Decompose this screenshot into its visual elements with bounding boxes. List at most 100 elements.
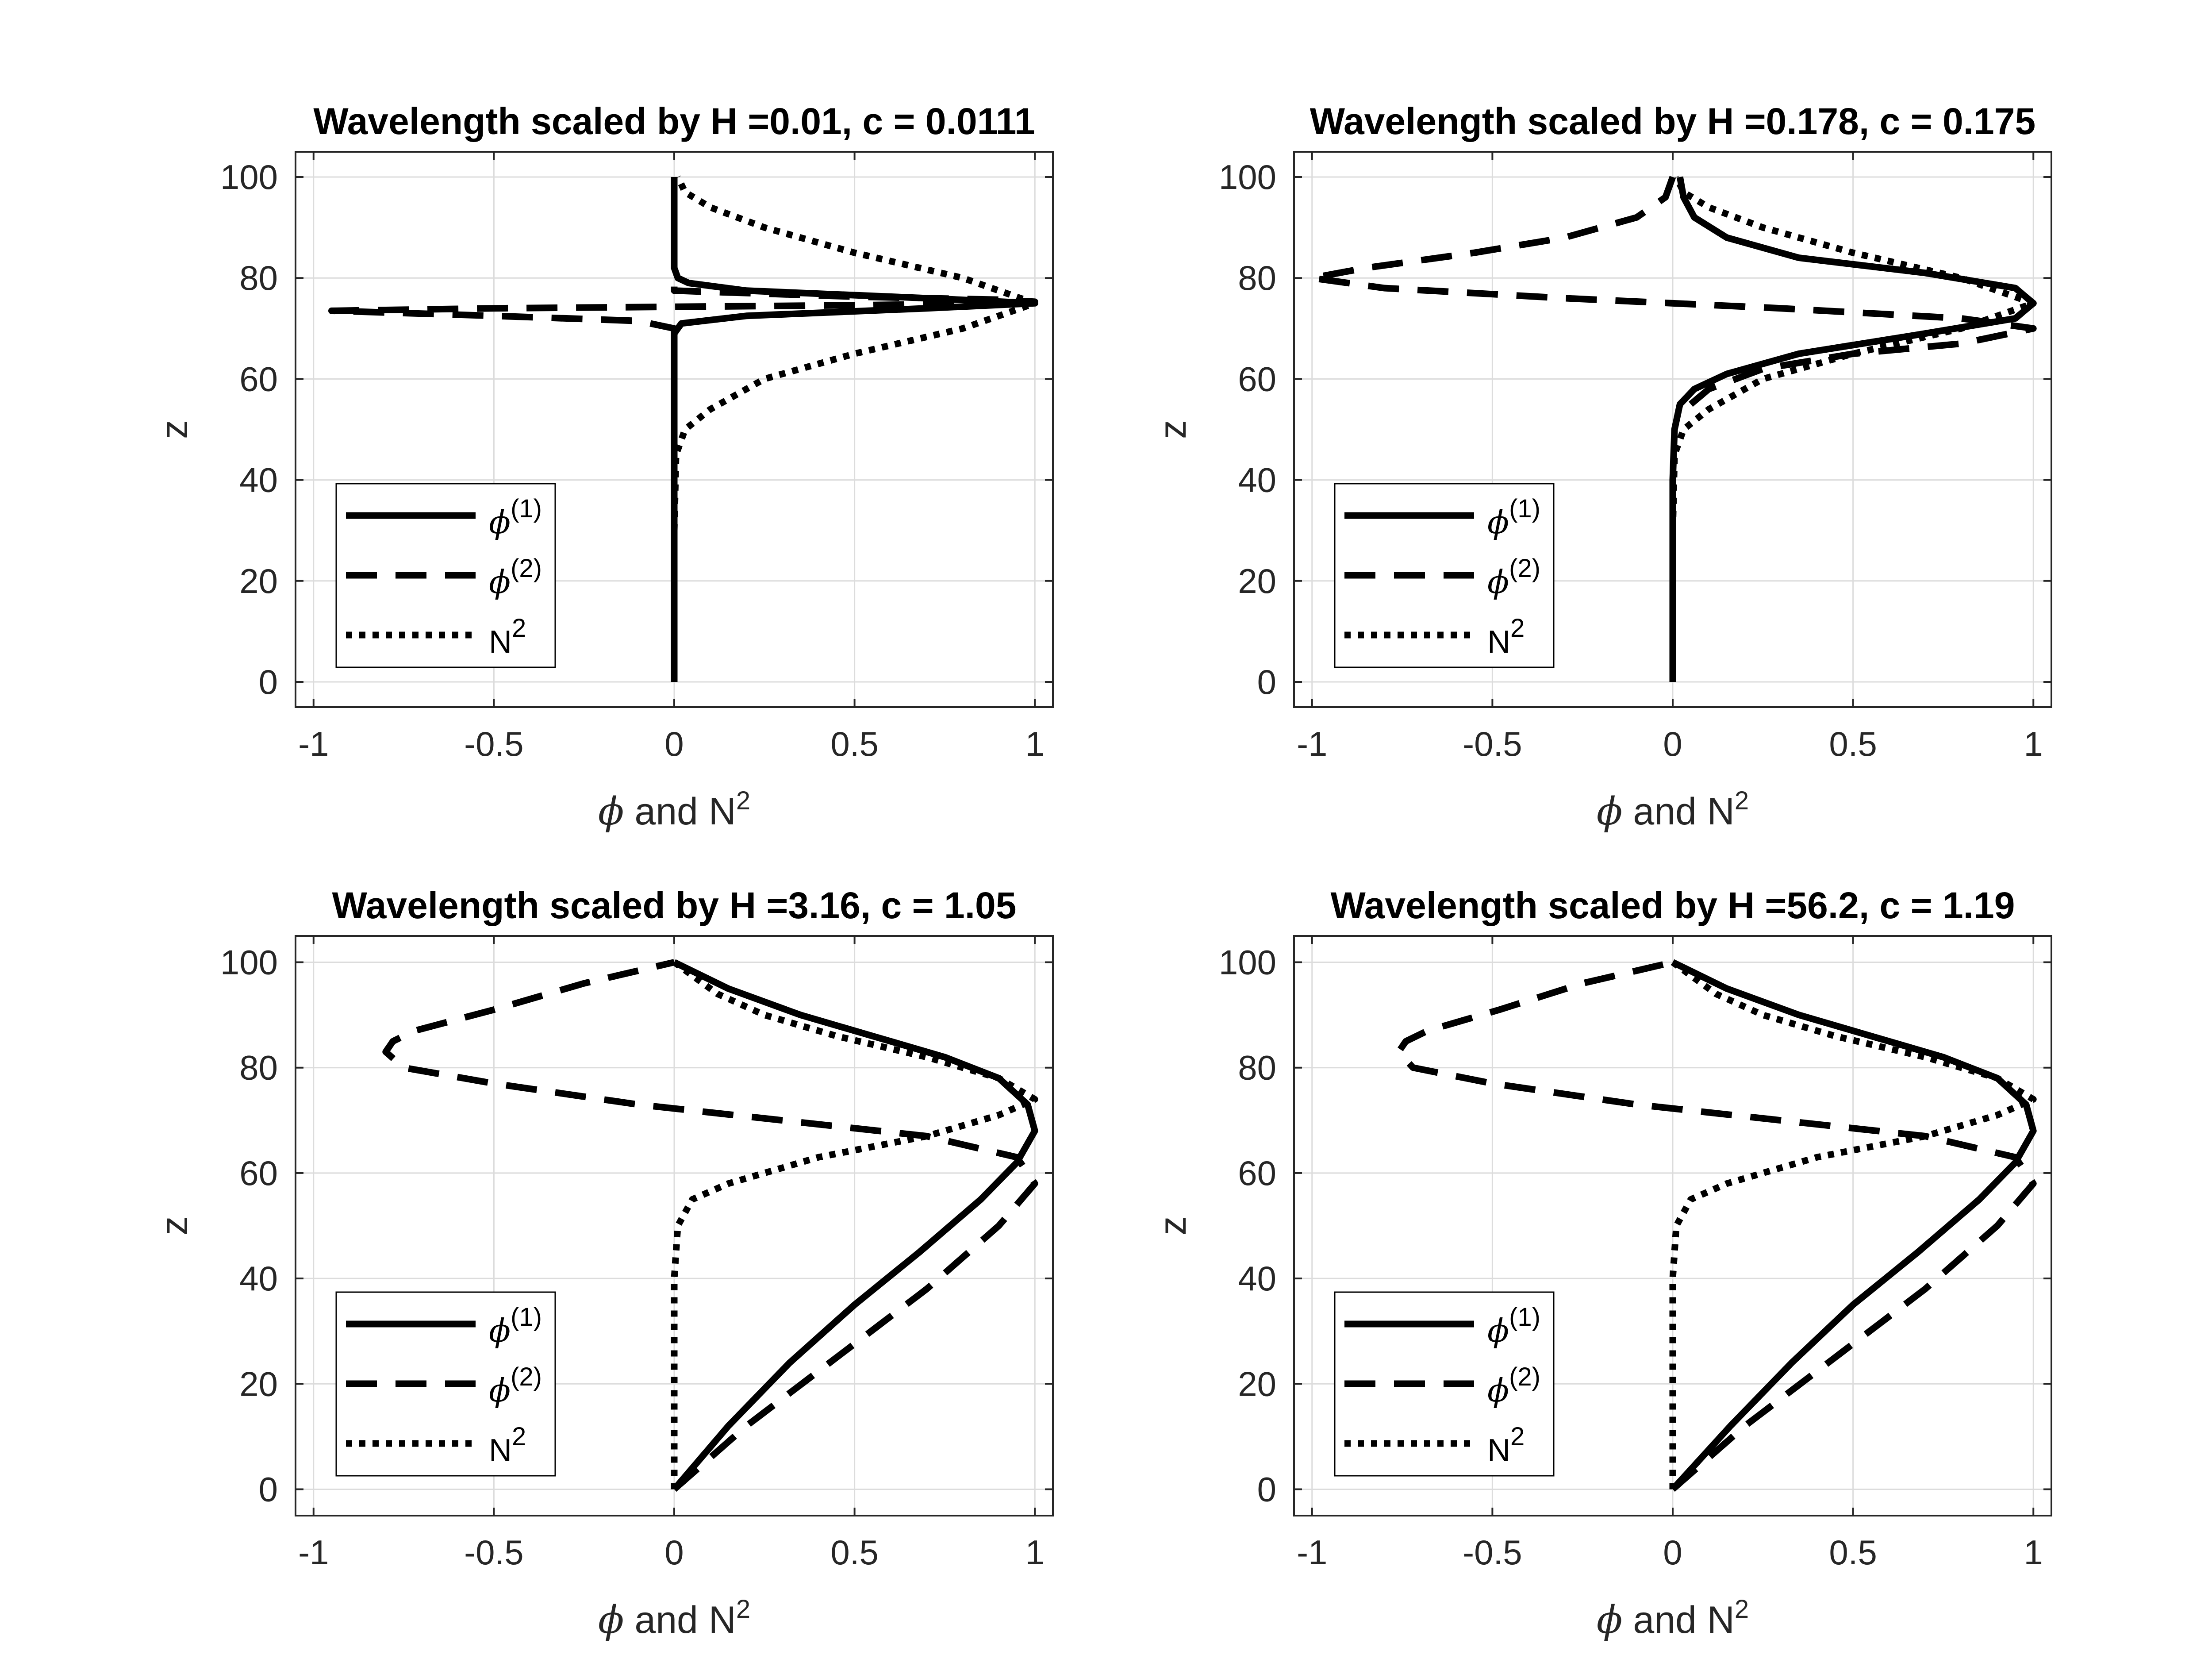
y-tick-label: 0 <box>259 1470 278 1509</box>
legend-label: N2 <box>1487 614 1525 660</box>
panel-title: Wavelength scaled by H =0.178, c = 0.175 <box>1310 100 2035 142</box>
axes-frame <box>1293 935 2052 1516</box>
x-tick-label: -1 <box>298 724 329 763</box>
x-axis-label-sup: 2 <box>736 1595 750 1624</box>
y-tick-label: 20 <box>239 1364 278 1403</box>
y-tick-label: 100 <box>1219 158 1276 196</box>
series-line-solid <box>1669 176 2037 682</box>
panel-title: Wavelength scaled by H =56.2, c = 1.19 <box>1331 885 2015 926</box>
x-axis-label-phi: ϕ <box>1597 1598 1623 1642</box>
y-tick-label: 40 <box>239 1259 278 1298</box>
y-tick-label: 100 <box>220 158 278 196</box>
x-tick-label: -1 <box>1297 1533 1327 1572</box>
legend-label-sup: (2) <box>511 554 542 583</box>
legend-label-base: ϕ <box>1487 1312 1509 1349</box>
series-line-dashed <box>382 959 1038 1492</box>
axes-frame <box>1293 151 2052 708</box>
legend-label: ϕ(2) <box>489 1362 542 1409</box>
series-line-dashed <box>1309 176 2037 407</box>
x-tick-label: 1 <box>1025 1533 1045 1572</box>
x-tick-label: 1 <box>2024 1533 2043 1572</box>
panel-1: -1 -0.5 0 0.5 1 0 20 40 60 80 100 Wavelength scaled… <box>153 100 1054 834</box>
legend-label: N2 <box>489 614 526 660</box>
x-axis-label-text: and N <box>624 790 736 833</box>
legend-label-sup: (2) <box>511 1362 542 1391</box>
legend-label-base: N <box>1487 1433 1510 1468</box>
y-tick-label: 60 <box>239 359 278 398</box>
legend-label-base: N <box>489 1433 512 1468</box>
x-tick-label: 0 <box>1663 724 1682 763</box>
panel-2: -1 -0.5 0 0.5 1 0 20 40 60 80 100 Wavelength scaled… <box>1152 100 2052 834</box>
legend-label-sup: (1) <box>511 494 542 523</box>
series-line-dashed <box>1395 959 2037 1492</box>
panel-4: -1 -0.5 0 0.5 1 0 20 40 60 80 100 Wavelength scaled… <box>1152 885 2052 1642</box>
series-line-solid <box>672 959 1038 1492</box>
y-tick-label: 20 <box>1238 1364 1276 1403</box>
legend-label: ϕ(1) <box>489 494 542 541</box>
x-axis-label-sup: 2 <box>1735 786 1749 815</box>
x-tick-label: -0.5 <box>464 724 523 763</box>
legend-label-sup: 2 <box>1510 614 1525 643</box>
x-tick-label: 0.5 <box>830 724 878 763</box>
legend: ϕ(1)ϕ(2)N2 <box>1334 1291 1555 1477</box>
series-line-solid <box>1670 959 2037 1492</box>
legend-label: ϕ(1) <box>1487 1303 1540 1349</box>
legend-label-sup: (2) <box>1509 1362 1540 1391</box>
x-axis-label-text: and N <box>624 1599 736 1641</box>
x-axis-label-sup: 2 <box>736 786 750 815</box>
legend-label: ϕ(2) <box>489 554 542 600</box>
legend-label: ϕ(1) <box>1487 494 1540 541</box>
legend: ϕ(1)ϕ(2)N2 <box>1334 483 1555 668</box>
x-tick-label: -0.5 <box>1463 1533 1522 1572</box>
y-tick-label: 100 <box>220 943 278 982</box>
legend: ϕ(1)ϕ(2)N2 <box>335 1291 556 1477</box>
plot-area <box>1309 175 2037 682</box>
x-axis-label-phi: ϕ <box>598 789 624 834</box>
x-axis-label: ϕ and N2 <box>598 1595 750 1642</box>
panel-3: -1 -0.5 0 0.5 1 0 20 40 60 80 100 Wavelength scaled… <box>153 885 1054 1642</box>
y-axis-label: z <box>153 1216 196 1235</box>
x-tick-label: -1 <box>298 1533 329 1572</box>
legend-label-base: ϕ <box>1487 563 1509 600</box>
y-axis-label: z <box>1152 1216 1194 1235</box>
y-axis-label: z <box>1152 420 1194 439</box>
y-tick-label: 40 <box>239 461 278 500</box>
y-tick-label: 0 <box>1257 662 1276 701</box>
y-tick-label: 40 <box>1238 1259 1276 1298</box>
plot-area <box>328 175 1038 682</box>
y-tick-label: 0 <box>259 662 278 701</box>
x-tick-label: 0 <box>664 724 684 763</box>
series-line-dashed <box>328 177 1038 682</box>
legend-label: ϕ(1) <box>489 1303 542 1349</box>
legend-label-sup: (1) <box>511 1303 542 1332</box>
axes-frame <box>295 935 1054 1516</box>
x-tick-label: 1 <box>1025 724 1045 763</box>
y-tick-label: 80 <box>1238 1048 1276 1087</box>
axes-frame <box>295 151 1054 708</box>
x-tick-label: -0.5 <box>1463 724 1522 763</box>
x-axis-label-text: and N <box>1622 1599 1734 1641</box>
series-line-dotted <box>671 175 1038 531</box>
x-axis-label-phi: ϕ <box>598 1598 624 1642</box>
y-tick-label: 60 <box>1238 359 1276 398</box>
series-line-dotted <box>1669 175 2037 531</box>
legend-label-base: ϕ <box>489 1312 511 1349</box>
x-axis-label: ϕ and N2 <box>1597 1595 1749 1642</box>
legend-label-base: ϕ <box>489 1372 511 1409</box>
y-tick-label: 20 <box>239 562 278 600</box>
legend-label-base: ϕ <box>489 504 511 541</box>
legend-label-sup: 2 <box>512 1422 526 1451</box>
y-tick-label: 20 <box>1238 562 1276 600</box>
panel-title: Wavelength scaled by H =3.16, c = 1.05 <box>332 885 1017 926</box>
x-tick-label: 0.5 <box>1829 1533 1877 1572</box>
legend-label-sup: (1) <box>1509 1303 1540 1332</box>
y-tick-label: 40 <box>1238 461 1276 500</box>
x-axis-label-sup: 2 <box>1735 1595 1749 1624</box>
y-tick-label: 80 <box>239 1048 278 1087</box>
x-tick-label: 0.5 <box>830 1533 878 1572</box>
legend-label-base: ϕ <box>1487 1372 1509 1409</box>
x-axis-label-phi: ϕ <box>1597 789 1623 834</box>
y-axis-label: z <box>153 420 196 439</box>
panel-title: Wavelength scaled by H =0.01, c = 0.0111 <box>313 100 1035 142</box>
